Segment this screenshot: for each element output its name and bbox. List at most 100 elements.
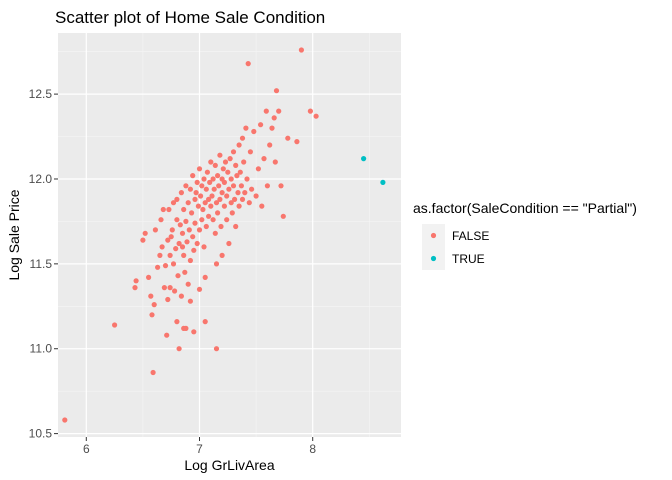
data-point-false [202, 274, 208, 280]
legend-label-false: FALSE [452, 229, 489, 243]
data-point-false [238, 183, 244, 189]
data-point-false [212, 162, 218, 168]
data-point-false [213, 261, 220, 267]
data-point-false [168, 234, 174, 240]
data-point-false [178, 190, 184, 196]
data-point-false [226, 186, 232, 192]
data-point-false [204, 169, 210, 175]
y-axis-title: Log Sale Price [6, 189, 22, 280]
data-point-false [276, 108, 282, 114]
data-point-false [263, 108, 269, 114]
data-point-false [178, 293, 184, 299]
data-point-false [206, 213, 212, 219]
data-point-false [255, 166, 261, 172]
data-point-false [208, 159, 214, 165]
data-point-false [195, 203, 201, 209]
data-point-false [220, 166, 226, 172]
data-point-false [202, 319, 208, 325]
data-point-false [184, 239, 190, 245]
data-point-false [158, 217, 164, 223]
plot-panel [58, 33, 401, 437]
data-point-false [199, 217, 205, 223]
data-point-false [201, 176, 207, 182]
data-point-false [199, 183, 205, 189]
data-point-false [219, 252, 225, 258]
data-point-false [203, 223, 209, 230]
data-point-false [235, 190, 241, 196]
data-point-false [219, 190, 225, 196]
data-point-false [148, 293, 154, 299]
data-point-false [169, 227, 175, 233]
data-point-false [177, 222, 183, 228]
y-tick-label: 11.5 [30, 257, 53, 271]
data-point-false [221, 179, 227, 185]
y-tick-label: 10.5 [29, 427, 53, 441]
data-point-false [218, 223, 224, 230]
data-point-false [285, 135, 291, 141]
data-point-false [307, 108, 313, 114]
data-point-false [210, 176, 216, 182]
data-point-false [239, 196, 246, 202]
data-point-false [170, 200, 177, 206]
data-point-false [210, 217, 216, 223]
data-point-false [166, 206, 172, 213]
data-point-false [230, 149, 237, 155]
data-point-false [233, 162, 239, 168]
data-point-false [249, 186, 255, 192]
data-points [62, 47, 386, 423]
data-point-false [233, 223, 239, 230]
data-point-false [181, 206, 187, 213]
data-point-false [170, 261, 177, 267]
data-point-false [267, 142, 273, 148]
data-point-false [173, 246, 179, 252]
data-point-false [142, 230, 148, 236]
data-point-false [133, 278, 139, 284]
data-point-false [313, 113, 319, 119]
data-point-false [242, 190, 248, 196]
data-point-false [215, 173, 221, 179]
x-tick-label: 8 [309, 442, 316, 456]
data-point-false [140, 237, 146, 243]
data-point-false [192, 220, 198, 226]
data-point-false [278, 183, 284, 189]
data-point-false [165, 296, 171, 303]
data-point-false [245, 61, 251, 67]
data-point-false [174, 319, 180, 325]
data-point-false [244, 176, 250, 182]
data-point-false [217, 196, 223, 202]
data-point-false [164, 332, 170, 338]
data-point-false [159, 244, 165, 250]
legend-label-true: TRUE [452, 252, 485, 266]
data-point-false [181, 252, 187, 258]
data-point-false [226, 240, 232, 247]
data-point-false [253, 193, 259, 199]
data-point-false [194, 179, 200, 185]
data-point-false [269, 125, 275, 131]
data-point-false [198, 193, 204, 199]
data-point-true [380, 179, 386, 185]
data-point-false [272, 159, 278, 165]
data-point-false [183, 183, 189, 189]
data-point-false [236, 142, 242, 148]
data-point-false [237, 169, 243, 175]
x-tick-label: 6 [83, 442, 90, 456]
legend-title: as.factor(SaleCondition == "Partial") [413, 200, 637, 216]
data-point-false [176, 240, 182, 247]
data-point-false [222, 159, 229, 165]
data-point-false [196, 227, 203, 233]
data-point-false [191, 247, 197, 253]
data-point-false [165, 237, 171, 243]
data-point-false [176, 346, 182, 352]
x-axis-title: Log GrLivArea [184, 457, 274, 473]
data-point-false [179, 244, 186, 250]
data-point-false [246, 200, 252, 206]
data-point-false [196, 286, 203, 292]
data-point-false [179, 230, 186, 236]
y-tick-label: 12.0 [29, 172, 53, 186]
data-point-false [207, 179, 213, 185]
data-point-false [185, 200, 191, 206]
data-point-false [273, 88, 280, 94]
data-point-false [183, 325, 189, 331]
data-point-false [227, 156, 233, 162]
